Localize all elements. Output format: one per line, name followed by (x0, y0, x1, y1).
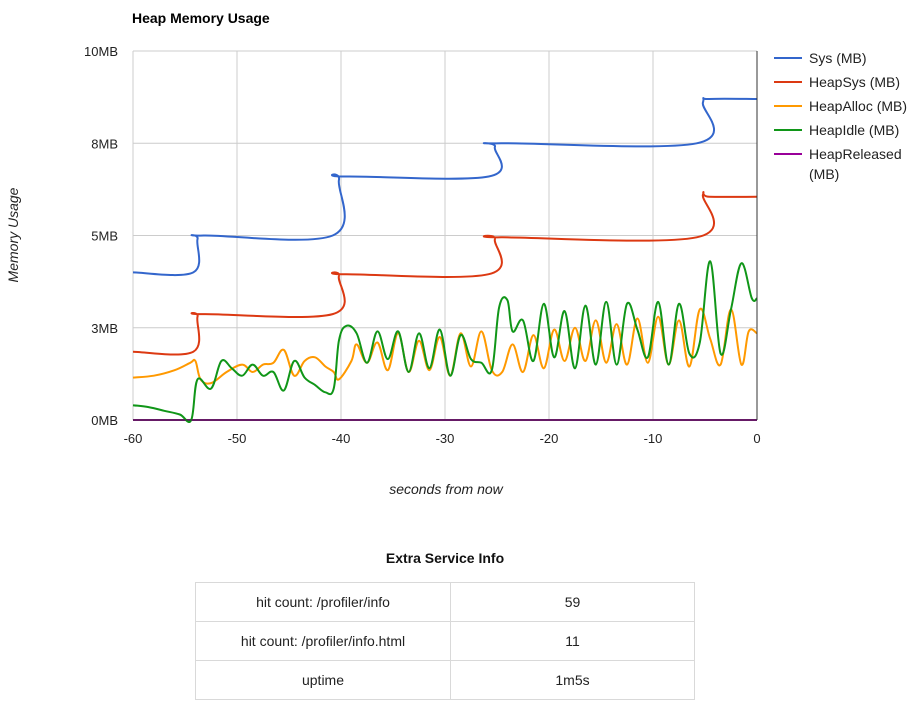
service-info-label: hit count: /profiler/info (195, 582, 451, 622)
x-tick-label: -30 (436, 431, 455, 446)
series-line (132, 260, 758, 424)
legend-label: HeapSys (MB) (809, 74, 900, 90)
series-line (132, 97, 758, 277)
legend-label: HeapReleased (809, 146, 902, 162)
x-tick-label: -50 (228, 431, 247, 446)
legend-item: HeapSys (MB) (774, 74, 900, 90)
x-tick-label: -60 (124, 431, 143, 446)
x-tick-label: 0 (753, 431, 760, 446)
service-info-title: Extra Service Info (385, 550, 505, 566)
legend-label: HeapIdle (MB) (809, 122, 899, 138)
chart-axes: 0MB 3MB 5MB 8MB 10MB -60 -50 -40 -30 -20 -10 0 (84, 44, 761, 446)
x-tick-label: -10 (644, 431, 663, 446)
service-info-value: 59 (450, 582, 695, 622)
y-tick-label: 10MB (84, 44, 118, 59)
y-tick-label: 3MB (91, 321, 118, 336)
legend-item: Sys (MB) (774, 50, 867, 66)
legend-item: HeapAlloc (MB) (774, 98, 907, 114)
y-axis-label: Memory Usage (5, 187, 21, 282)
service-info-table: hit count: /profiler/info 59 hit count: /p… (195, 582, 695, 700)
service-info-row: hit count: /profiler/info.html 11 (195, 621, 695, 661)
x-tick-label: -40 (332, 431, 351, 446)
y-tick-label: 8MB (91, 136, 118, 151)
service-info-label: uptime (195, 660, 451, 700)
series-line (132, 191, 758, 356)
chart-legend: Sys (MB) HeapSys (MB) HeapAlloc (MB) HeapId… (774, 50, 907, 182)
service-info-row: uptime 1m5s (195, 660, 695, 700)
y-tick-label: 5MB (91, 229, 118, 244)
legend-label: HeapAlloc (MB) (809, 98, 907, 114)
legend-item: HeapIdle (MB) (774, 122, 899, 138)
heap-memory-chart: Heap Memory Usage 0MB 3MB 5MB 8MB 10MB -60 -50… (5, 10, 907, 497)
service-info-row: hit count: /profiler/info 59 (195, 582, 695, 622)
legend-label: Sys (MB) (809, 50, 867, 66)
service-info-label: hit count: /profiler/info.html (195, 621, 451, 661)
y-tick-label: 0MB (91, 413, 118, 428)
legend-label: (MB) (809, 166, 839, 182)
x-tick-label: -20 (540, 431, 559, 446)
service-info-value: 1m5s (450, 660, 695, 700)
x-axis-label: seconds from now (389, 481, 503, 497)
chart-title: Heap Memory Usage (132, 10, 270, 26)
service-info-value: 11 (450, 621, 695, 661)
legend-item: HeapReleased (MB) (774, 146, 902, 182)
